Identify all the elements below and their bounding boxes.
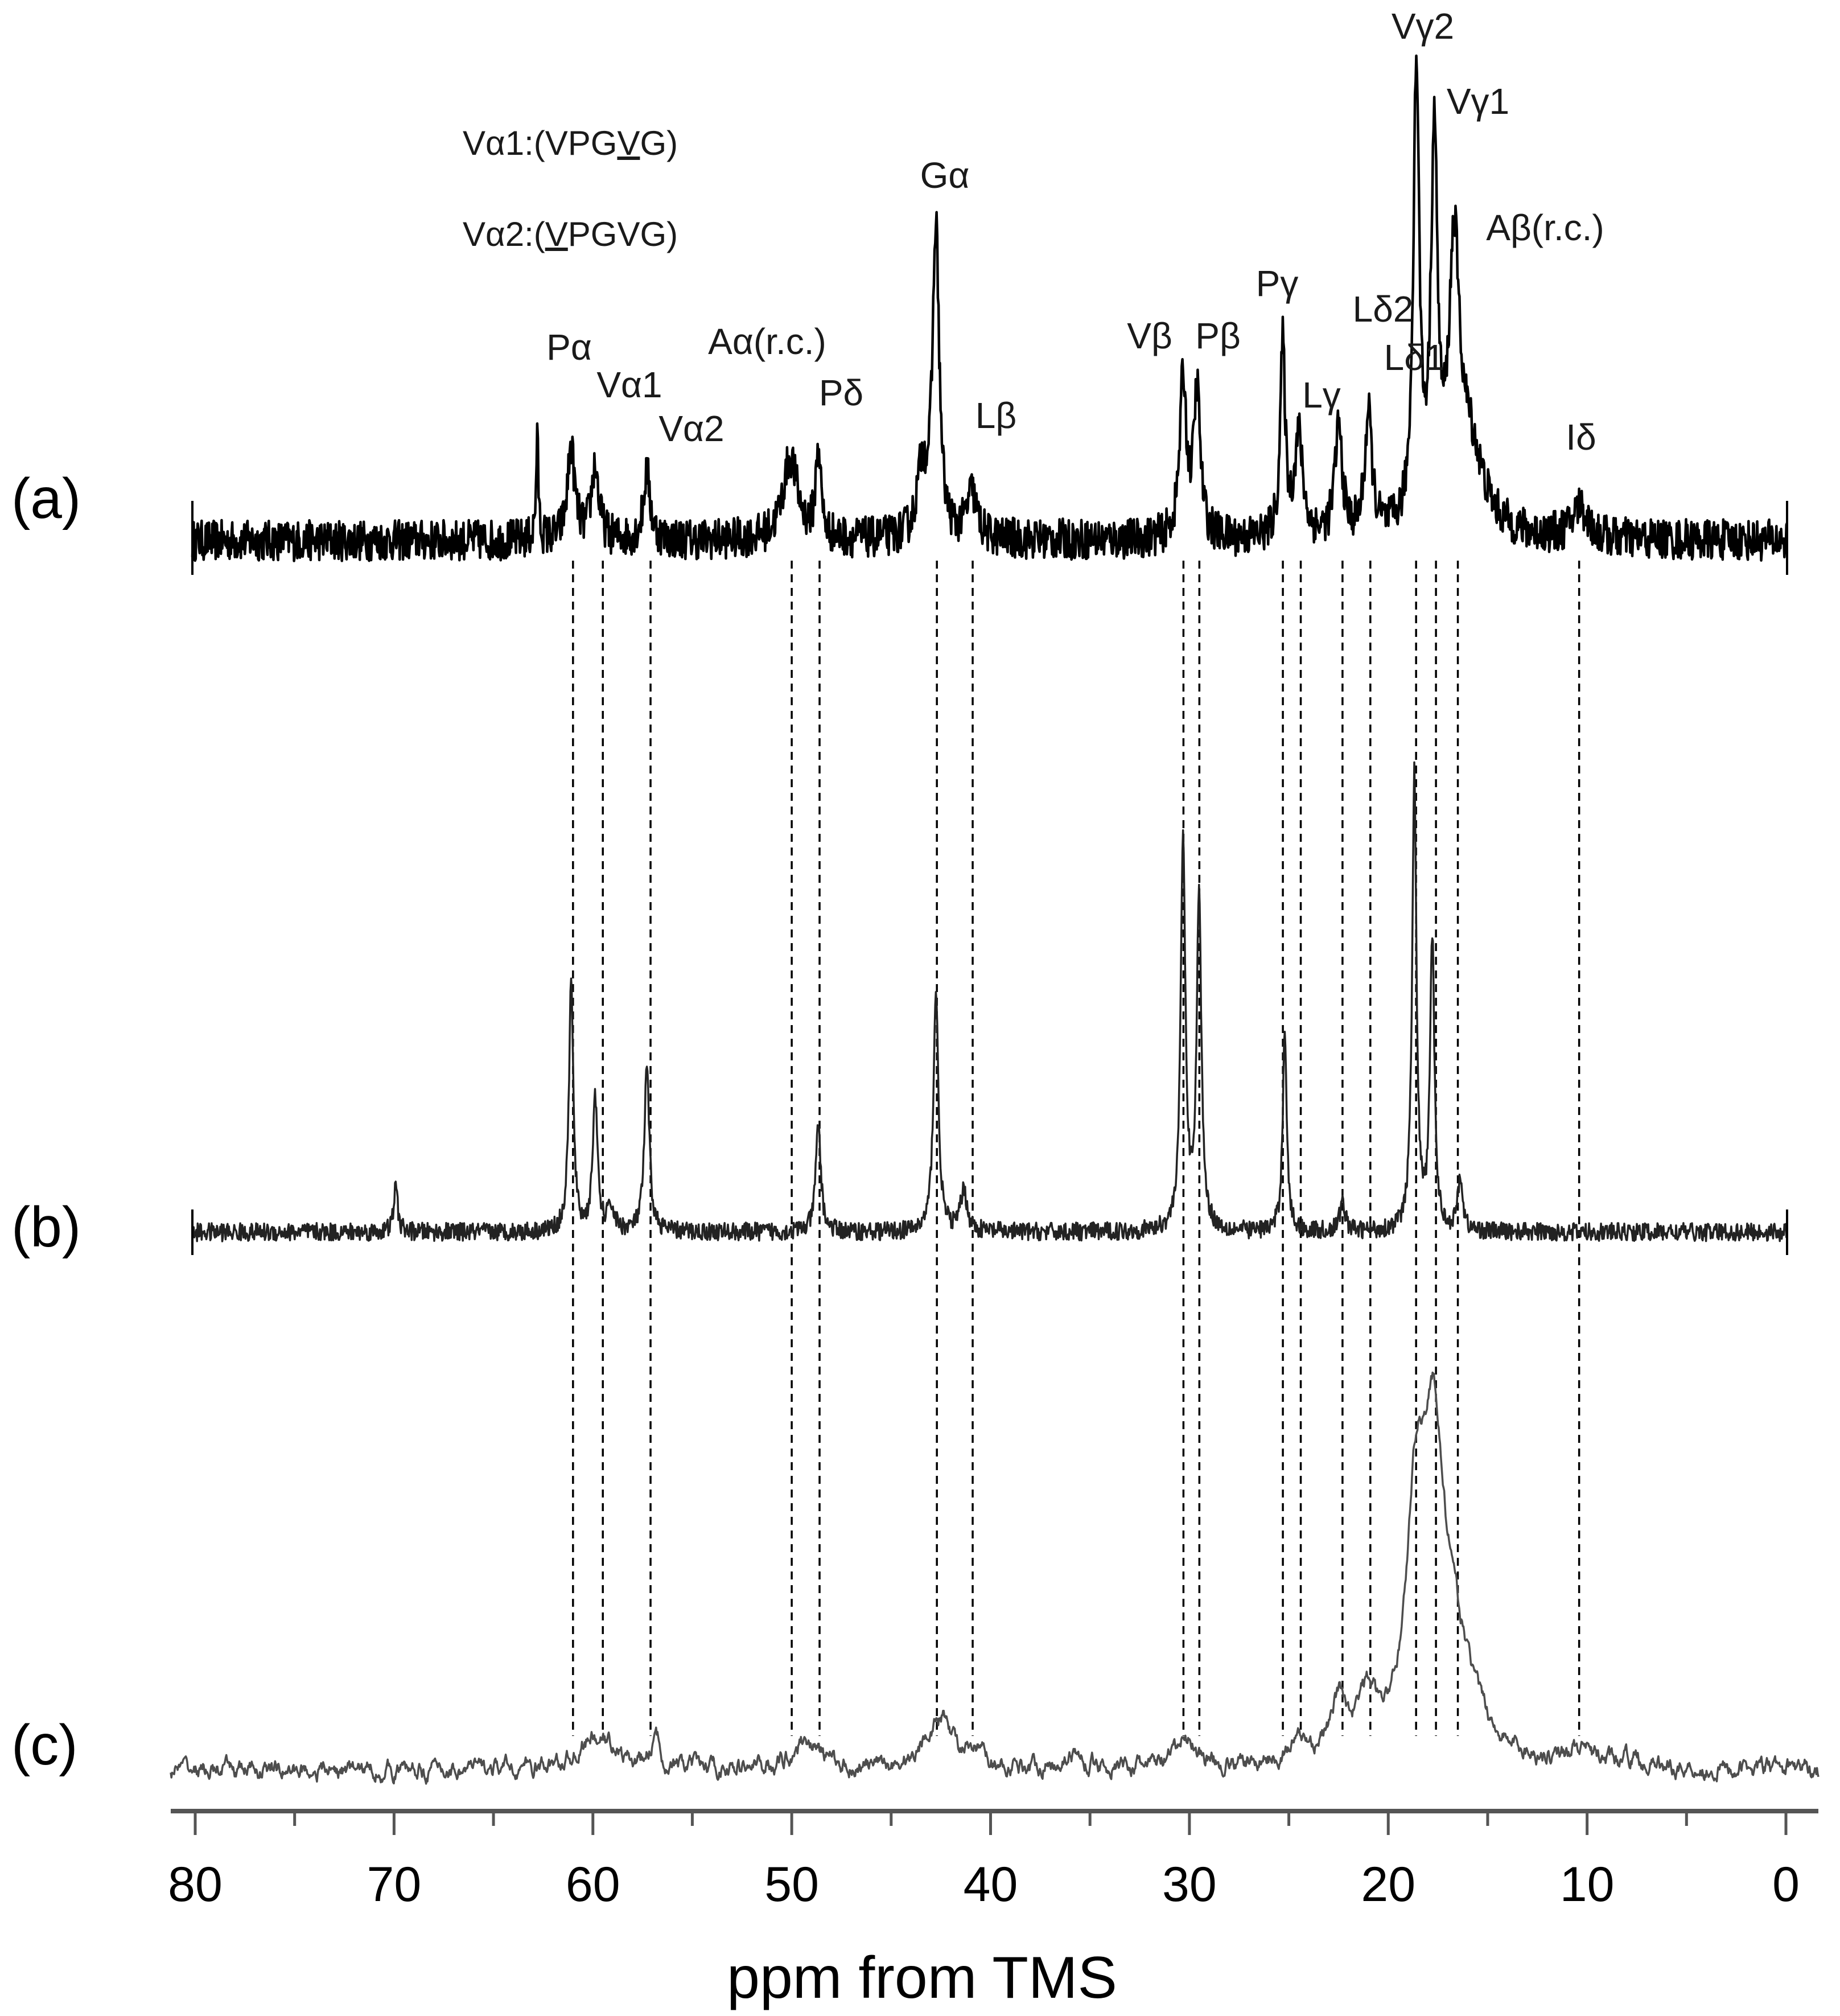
trace-label-b: (b) — [11, 1195, 81, 1259]
sequence-label-prefix: Vα1:(VPG — [463, 124, 617, 162]
peak-label: Vγ1 — [1447, 81, 1509, 122]
peak-label: Iδ — [1566, 417, 1596, 458]
trace-labels: (a) (b) (c) — [11, 467, 81, 1777]
peak-label: Pδ — [819, 372, 863, 413]
sequence-definition-labels: Vα1:(VPGVG)Vα2:(VPGVG) — [463, 124, 678, 253]
sequence-label-suffix: G) — [640, 124, 678, 162]
x-axis: 80 70 60 50 40 30 20 10 0 ppm from TMS — [168, 1809, 1818, 2011]
peak-label: Lβ — [975, 395, 1016, 436]
spectrum-trace-a — [191, 54, 1789, 562]
peak-label: Aα(r.c.) — [708, 321, 826, 362]
peak-label: Pα — [546, 327, 592, 368]
peak-label: Lγ — [1302, 375, 1341, 415]
peak-label: Pγ — [1256, 263, 1299, 304]
spectrum-trace-c — [170, 1371, 1820, 1785]
spectrum-trace-b — [191, 761, 1788, 1242]
sequence-label-va2-def: Vα2:(VPGVG) — [463, 215, 678, 253]
spectrum-traces — [170, 54, 1820, 1785]
peak-label: Vα1 — [596, 364, 662, 405]
x-axis-title: ppm from TMS — [727, 1945, 1117, 2011]
x-tick-label: 60 — [566, 1857, 620, 1912]
peak-label: Pβ — [1195, 315, 1241, 356]
sequence-label-underlined-residue: V — [617, 124, 640, 162]
peak-label: Vβ — [1127, 315, 1172, 356]
peak-label: Vα2 — [658, 408, 724, 449]
x-tick-label: 80 — [168, 1857, 223, 1912]
peak-label: Aβ(r.c.) — [1486, 207, 1604, 248]
x-tick-label: 10 — [1560, 1857, 1615, 1912]
x-tick-label: 0 — [1772, 1857, 1800, 1912]
peak-label: Gα — [920, 155, 970, 196]
trace-label-a: (a) — [11, 467, 81, 530]
sequence-label-underlined-residue: V — [545, 215, 568, 253]
sequence-label-prefix: Vα2:( — [463, 215, 545, 253]
x-tick-label: 40 — [964, 1857, 1018, 1912]
x-tick-label: 50 — [764, 1857, 819, 1912]
sequence-label-suffix: PGVG) — [568, 215, 678, 253]
peak-label: Vγ2 — [1392, 6, 1454, 47]
x-tick-label: 70 — [367, 1857, 422, 1912]
x-tick-label: 20 — [1361, 1857, 1415, 1912]
x-tick-label: 30 — [1162, 1857, 1217, 1912]
peak-label: Lδ2 — [1353, 289, 1414, 330]
peak-label: Lδ1 — [1384, 337, 1445, 378]
trace-label-c: (c) — [11, 1713, 78, 1777]
x-axis-ticks: 80 70 60 50 40 30 20 10 0 — [168, 1811, 1800, 1912]
sequence-label-va1-def: Vα1:(VPGVG) — [463, 124, 678, 162]
